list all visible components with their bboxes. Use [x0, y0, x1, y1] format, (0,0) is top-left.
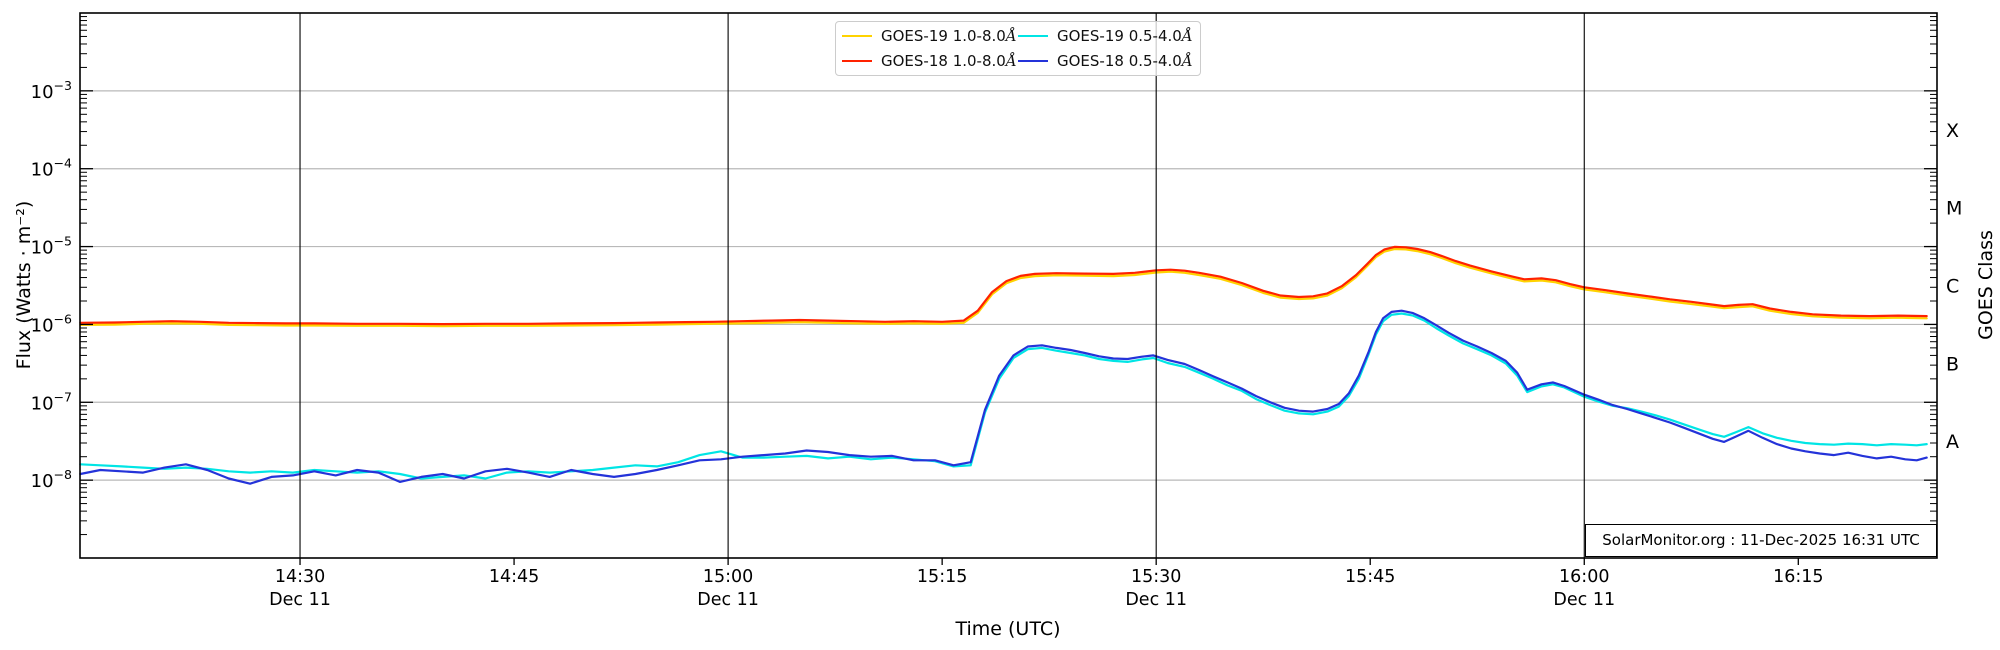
series-line-3 [79, 309, 1928, 485]
goes-class-label: X [1946, 120, 1959, 142]
x-tick-label: 16:00 [1559, 567, 1609, 587]
legend-label: GOES-18 0.5-4.0Å [1057, 51, 1193, 70]
right-axis-title: GOES Class [1975, 230, 1997, 340]
x-tick-date-label: Dec 11 [1125, 590, 1187, 610]
legend-line-swatch [842, 35, 872, 38]
legend-label: GOES-19 1.0-8.0Å [881, 27, 1017, 46]
goes-class-label: B [1946, 353, 1959, 375]
legend: GOES-19 1.0-8.0Å GOES-18 1.0-8.0Å GOES-19 … [835, 21, 1201, 76]
x-tick-date-label: Dec 11 [1553, 590, 1615, 610]
y-tick-label: 10−7 [31, 389, 72, 414]
x-tick-label: 15:15 [917, 567, 967, 587]
legend-item: GOES-18 0.5-4.0Å [1018, 52, 1194, 70]
legend-line-swatch [842, 59, 872, 62]
legend-item: GOES-18 1.0-8.0Å [842, 52, 1018, 70]
y-tick-label: 10−5 [31, 234, 72, 259]
series-line-0 [79, 247, 1928, 328]
y-tick-label: 10−3 [31, 78, 72, 103]
legend-line-swatch [1018, 59, 1048, 62]
x-tick-label: 14:30 [275, 567, 325, 587]
x-axis-title: Time (UTC) [955, 618, 1061, 640]
x-tick-label: 14:45 [489, 567, 539, 587]
plot-border [79, 12, 1938, 559]
y-tick-label: 10−8 [31, 467, 72, 492]
legend-label: GOES-18 1.0-8.0Å [881, 51, 1017, 70]
series-line-1 [79, 245, 1928, 326]
x-tick-date-label: Dec 11 [269, 590, 331, 610]
series-line-2 [79, 312, 1928, 480]
legend-label: GOES-19 0.5-4.0Å [1057, 27, 1193, 46]
x-tick-label: 16:15 [1773, 567, 1823, 587]
annotation-box: SolarMonitor.org : 11-Dec-2025 16:31 UTC [1585, 524, 1937, 557]
x-tick-label: 15:00 [703, 567, 753, 587]
y-tick-label: 10−4 [31, 156, 72, 181]
x-tick-date-label: Dec 11 [697, 590, 759, 610]
goes-class-label: M [1946, 198, 1962, 220]
legend-line-swatch [1018, 35, 1048, 38]
legend-item: GOES-19 0.5-4.0Å [1018, 27, 1194, 45]
goes-class-label: A [1946, 431, 1959, 453]
y-axis-title: Flux (Watts · m⁻²) [13, 200, 35, 370]
y-tick-label: 10−6 [31, 311, 72, 336]
legend-item: GOES-19 1.0-8.0Å [842, 27, 1018, 45]
x-tick-label: 15:45 [1345, 567, 1395, 587]
x-tick-label: 15:30 [1131, 567, 1181, 587]
goes-class-label: C [1946, 276, 1959, 298]
